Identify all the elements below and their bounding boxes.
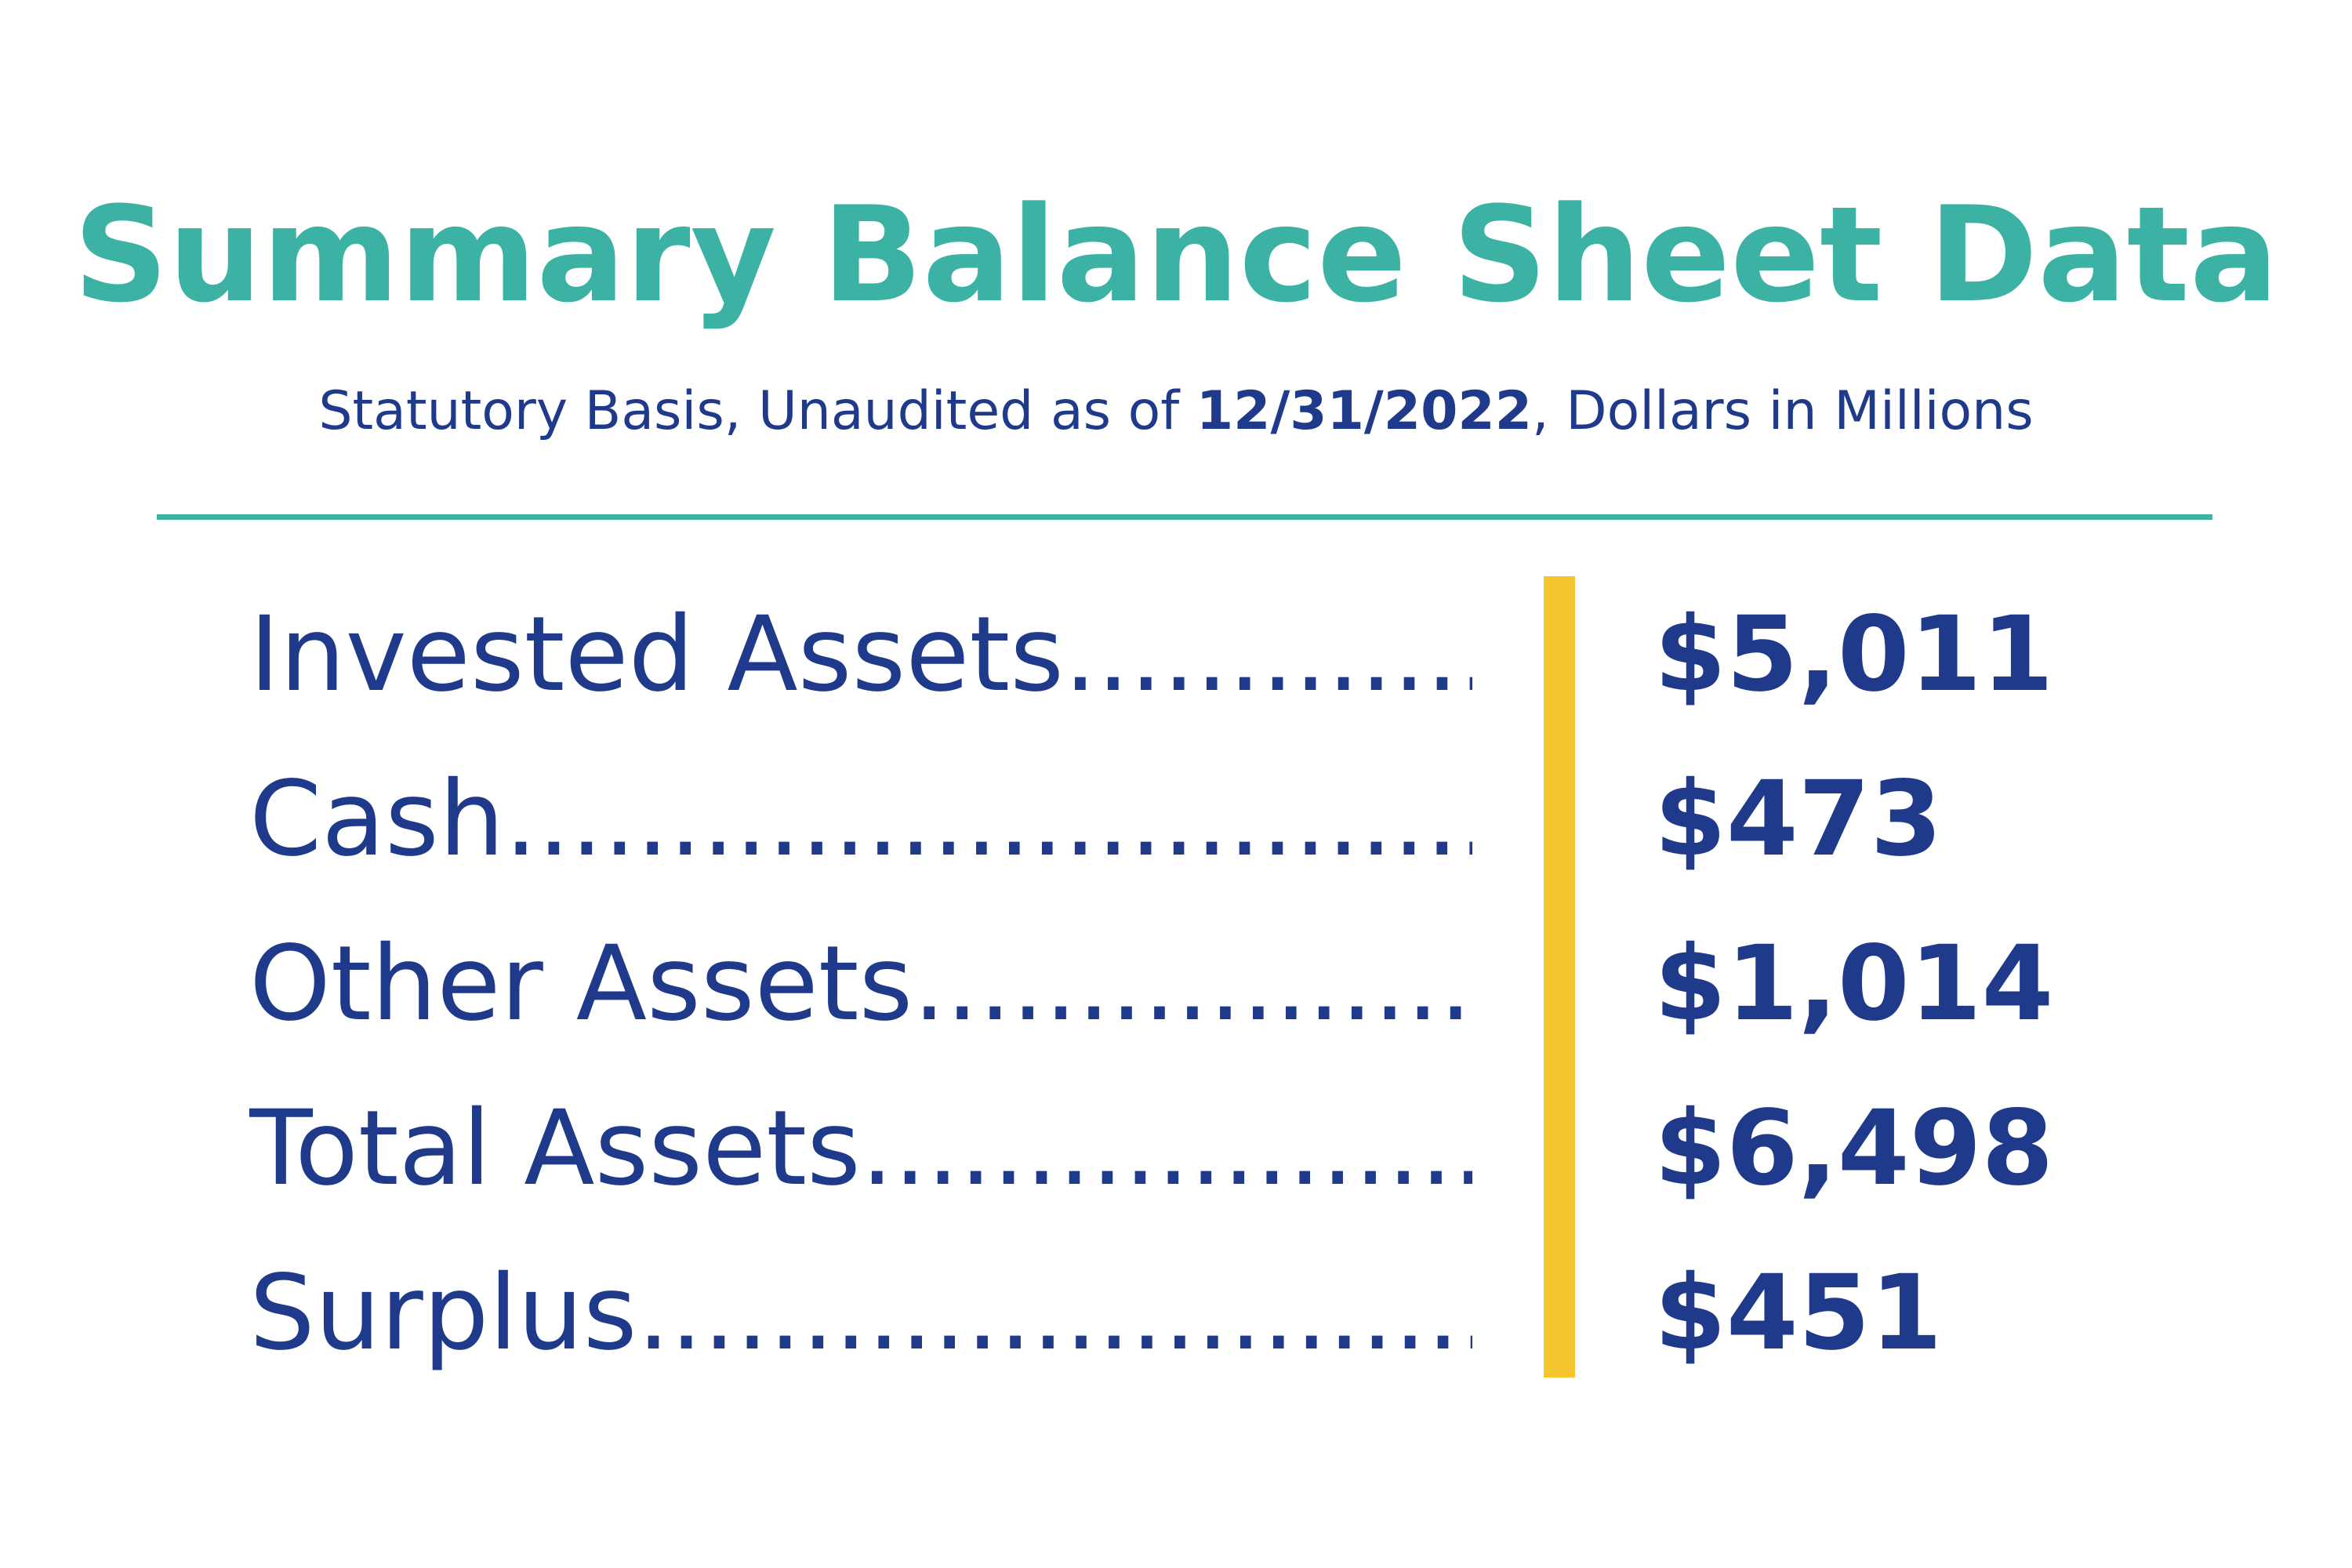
vertical-divider-bar xyxy=(1544,576,1575,1377)
row-labels-column: Invested Assets............. Cash.......… xyxy=(249,572,1472,1396)
row-value-cash: $473 xyxy=(1654,759,1943,880)
row-label-total-assets: Total Assets.................... xyxy=(249,1088,1472,1209)
subtitle-prefix: Statutory Basis, Unaudited as of xyxy=(318,380,1196,442)
row-values-column: $5,011 $473 $1,014 $6,498 $451 xyxy=(1654,572,2203,1396)
row-value-surplus: $451 xyxy=(1654,1253,1943,1374)
row-label-other-assets: Other Assets.................. xyxy=(249,924,1472,1044)
row-value-total-assets: $6,498 xyxy=(1654,1088,2054,1209)
row-label-invested-assets: Invested Assets............. xyxy=(249,594,1472,715)
subtitle-date: 12/31/2022 xyxy=(1196,380,1533,442)
row-label-surplus: Surplus........................... xyxy=(249,1253,1472,1374)
row-value-invested-assets: $5,011 xyxy=(1654,594,2054,715)
subtitle: Statutory Basis, Unaudited as of 12/31/2… xyxy=(0,376,2352,447)
row-label-cash: Cash................................. xyxy=(249,759,1472,880)
header-divider-line xyxy=(157,514,2212,520)
subtitle-suffix: , Dollars in Millions xyxy=(1532,380,2034,442)
row-value-other-assets: $1,014 xyxy=(1654,924,2054,1044)
page-title: Summary Balance Sheet Data xyxy=(73,178,2279,332)
